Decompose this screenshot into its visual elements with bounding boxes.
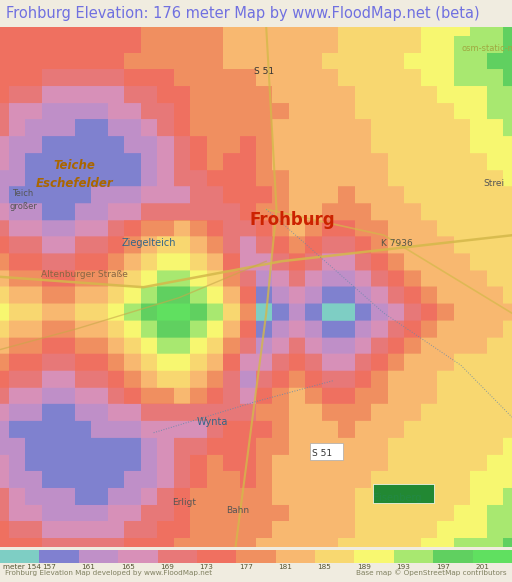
Text: K 7936: K 7936 <box>381 239 413 247</box>
Text: 197: 197 <box>436 564 450 570</box>
Text: 169: 169 <box>160 564 174 570</box>
Text: 185: 185 <box>317 564 331 570</box>
Bar <box>354 549 394 563</box>
Bar <box>433 549 473 563</box>
Text: Ziegelteich: Ziegelteich <box>121 238 176 248</box>
Text: Eschefelder: Eschefelder <box>35 177 113 190</box>
Text: Teiche: Teiche <box>53 158 95 172</box>
Text: Bahn: Bahn <box>226 506 250 515</box>
Text: Erligt: Erligt <box>173 498 196 508</box>
Bar <box>373 484 434 503</box>
Bar <box>310 443 343 460</box>
Text: 193: 193 <box>396 564 410 570</box>
Text: Frohburg Elevation Map developed by www.FloodMap.net: Frohburg Elevation Map developed by www.… <box>5 570 212 576</box>
Text: meter 154: meter 154 <box>3 564 40 570</box>
Bar <box>394 549 433 563</box>
Bar <box>0 549 39 563</box>
Text: 177: 177 <box>239 564 253 570</box>
Text: 173: 173 <box>200 564 214 570</box>
Text: Teich: Teich <box>12 189 34 198</box>
Bar <box>158 549 197 563</box>
Text: 181: 181 <box>278 564 292 570</box>
Bar <box>275 549 315 563</box>
Bar <box>79 549 118 563</box>
Text: Wynta: Wynta <box>197 417 228 427</box>
Text: großer: großer <box>9 202 37 211</box>
Text: S 51: S 51 <box>253 67 274 76</box>
Text: Frohburg Elevation: 176 meter Map by www.FloodMap.net (beta): Frohburg Elevation: 176 meter Map by www… <box>6 6 480 21</box>
Bar <box>197 549 237 563</box>
Text: Frohburg: Frohburg <box>249 211 335 229</box>
Text: Base map © OpenStreetMap contributors: Base map © OpenStreetMap contributors <box>356 570 507 576</box>
Bar <box>315 549 354 563</box>
Text: 165: 165 <box>121 564 135 570</box>
Text: Eisenberg: Eisenberg <box>373 493 421 503</box>
Bar <box>473 549 512 563</box>
Bar <box>39 549 79 563</box>
Text: Altenburger Straße: Altenburger Straße <box>41 269 128 279</box>
Bar <box>118 549 158 563</box>
Text: osm-static-maps: osm-static-maps <box>462 44 512 52</box>
Text: 157: 157 <box>42 564 56 570</box>
Text: 161: 161 <box>81 564 95 570</box>
Text: 201: 201 <box>475 564 489 570</box>
Text: 189: 189 <box>357 564 371 570</box>
Bar <box>237 549 275 563</box>
Text: Strei: Strei <box>483 179 505 188</box>
Text: S 51: S 51 <box>312 449 333 458</box>
